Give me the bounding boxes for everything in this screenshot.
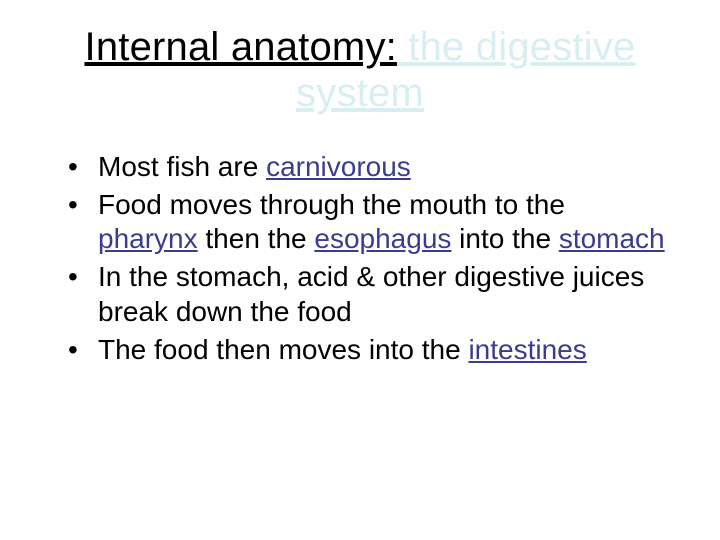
bullet-text: into the [451, 223, 558, 254]
list-item: In the stomach, acid & other digestive j… [54, 260, 666, 328]
bullet-text: then the [198, 223, 315, 254]
bullet-text: Food moves through the mouth to the [98, 189, 565, 220]
term: esophagus [314, 223, 451, 254]
slide: Internal anatomy: the digestive system M… [0, 0, 720, 540]
bullet-list: Most fish are carnivorous Food moves thr… [54, 150, 666, 367]
list-item: Food moves through the mouth to the phar… [54, 188, 666, 256]
bullet-text: The food then moves into the [98, 334, 468, 365]
term: pharynx [98, 223, 198, 254]
title-plain: Internal anatomy: [85, 25, 397, 69]
term: intestines [468, 334, 586, 365]
term: carnivorous [266, 151, 411, 182]
list-item: The food then moves into the intestines [54, 333, 666, 367]
list-item: Most fish are carnivorous [54, 150, 666, 184]
term: stomach [559, 223, 665, 254]
slide-title: Internal anatomy: the digestive system [54, 24, 666, 116]
bullet-text: Most fish are [98, 151, 266, 182]
slide-body: Most fish are carnivorous Food moves thr… [54, 150, 666, 371]
bullet-text: In the stomach, acid & other digestive j… [98, 261, 644, 326]
